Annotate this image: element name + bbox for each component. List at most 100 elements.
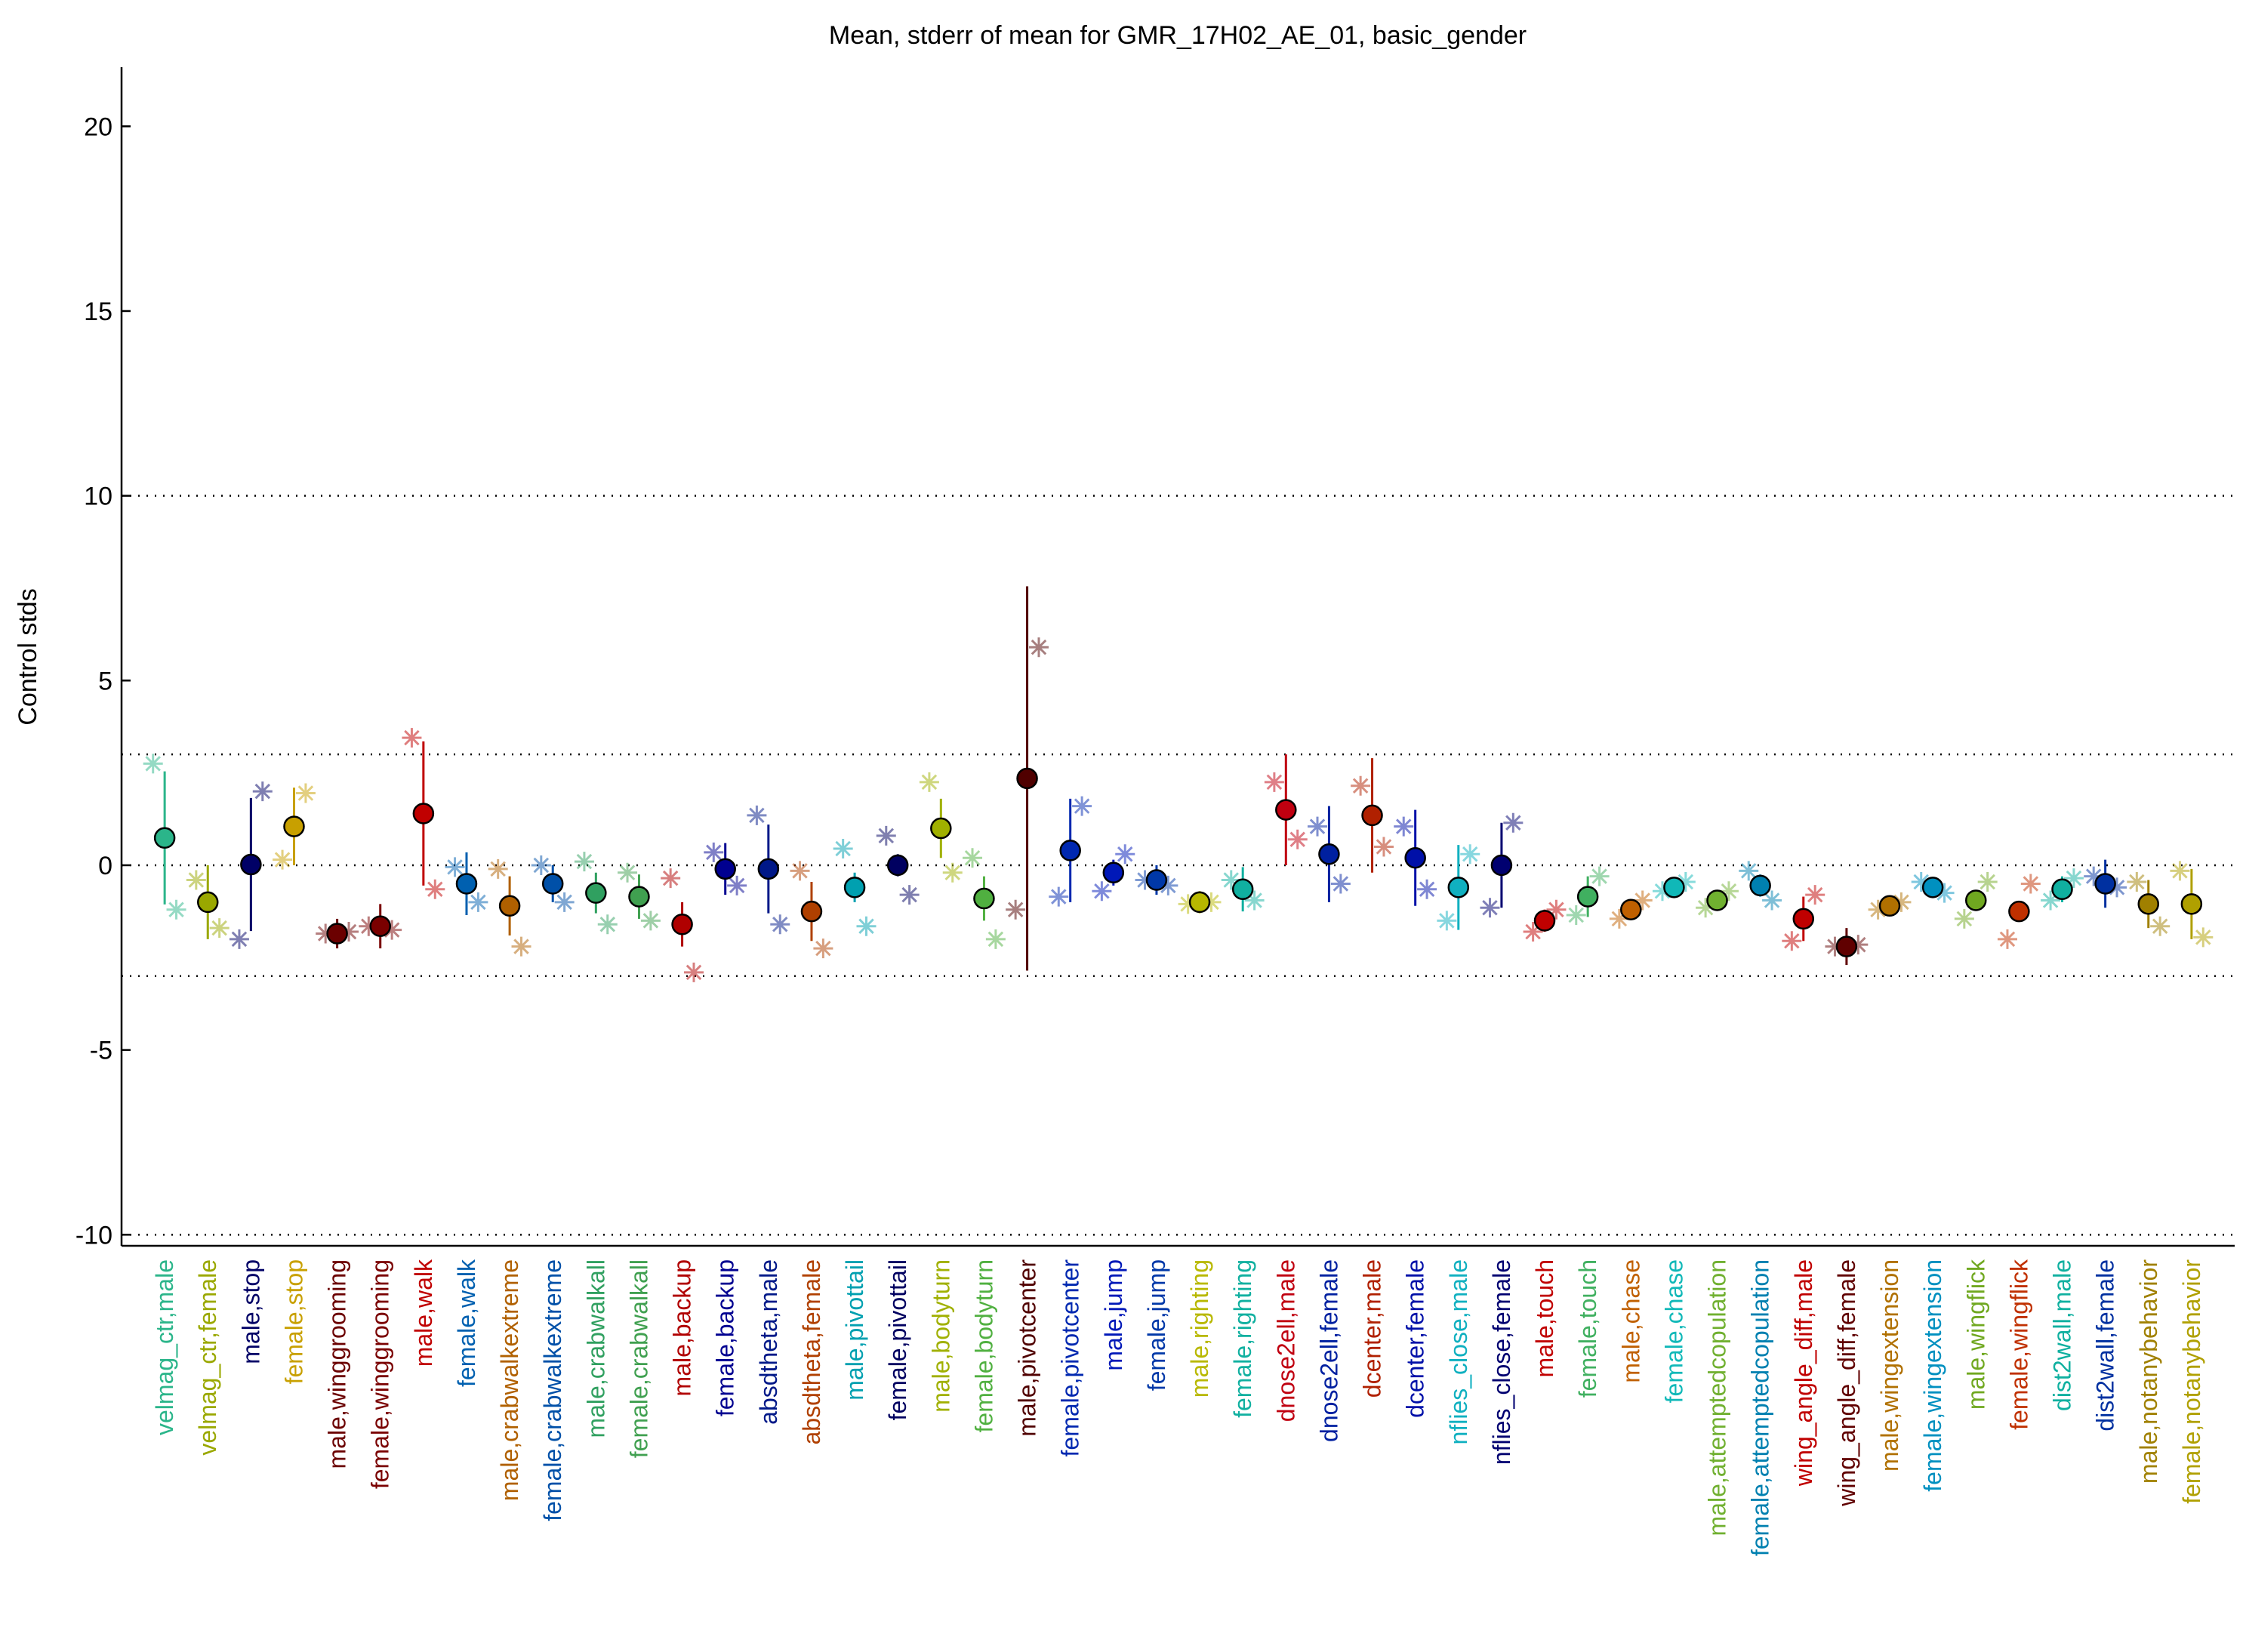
point-asterisk — [382, 920, 402, 940]
point-asterisk — [143, 754, 163, 774]
point-asterisk — [2063, 868, 2084, 889]
point-asterisk — [963, 848, 983, 868]
mean-marker — [2008, 900, 2030, 923]
mean-marker — [1533, 910, 1556, 932]
x-tick-label: female,winggrooming — [367, 1259, 394, 1489]
point-asterisk — [1503, 812, 1524, 833]
x-tick-label: female,crabwalkextreme — [539, 1259, 566, 1521]
point-asterisk — [2020, 874, 2041, 894]
mean-marker — [930, 817, 952, 840]
mean-marker — [1145, 869, 1168, 891]
point-asterisk — [339, 922, 359, 942]
point-asterisk — [1028, 637, 1049, 658]
point-asterisk — [2084, 866, 2104, 886]
mean-marker — [2137, 893, 2160, 915]
point-asterisk — [1762, 890, 1782, 911]
point-asterisk — [1417, 879, 1437, 899]
point-asterisk — [1977, 872, 1998, 892]
y-tick-label: 10 — [84, 482, 112, 511]
x-tick-label: dnose2ell,male — [1272, 1259, 1299, 1422]
mean-marker — [1792, 908, 1815, 930]
x-tick-label: female,wingextension — [1919, 1259, 1946, 1492]
point-asterisk — [229, 929, 249, 949]
point-asterisk — [1805, 885, 1825, 905]
x-tick-label: dcenter,male — [1359, 1259, 1386, 1398]
point-asterisk — [1718, 881, 1739, 902]
mean-marker — [1447, 877, 1470, 898]
point-asterisk — [704, 842, 724, 862]
mean-marker — [1921, 877, 1944, 898]
point-asterisk — [1287, 829, 1308, 849]
x-tick-label: male,crabwalkextreme — [496, 1259, 523, 1501]
x-tick-label: male,wingflick — [1962, 1259, 1989, 1410]
point-asterisk — [1696, 898, 1716, 918]
x-tick-label: female,wingflick — [2005, 1259, 2032, 1430]
point-asterisk — [1782, 931, 1802, 951]
x-tick-label: dist2wall,female — [2092, 1259, 2119, 1432]
point-asterisk — [531, 855, 551, 875]
x-tick-label: male,crabwalkall — [582, 1259, 609, 1438]
point-asterisk — [1221, 870, 1241, 890]
point-asterisk — [273, 849, 293, 870]
point-asterisk — [1092, 881, 1112, 902]
x-tick-label: female,attemptedcopulation — [1747, 1259, 1774, 1556]
mean-marker — [1490, 854, 1513, 877]
x-tick-label: female,jump — [1143, 1259, 1170, 1391]
point-asterisk — [1739, 861, 1759, 881]
point-asterisk — [1523, 922, 1543, 942]
y-tick-label: 20 — [84, 112, 112, 141]
mean-marker — [283, 815, 305, 837]
mean-marker — [628, 886, 650, 908]
x-tick-label: male,walk — [410, 1259, 437, 1367]
point-asterisk — [252, 781, 273, 802]
mean-marker — [1059, 840, 1081, 861]
mean-marker — [973, 887, 995, 910]
point-asterisk — [1394, 816, 1414, 837]
point-asterisk — [1330, 874, 1351, 894]
mean-marker — [1835, 935, 1858, 957]
x-tick-label: wing_angle_diff,female — [1833, 1259, 1860, 1507]
point-asterisk — [1675, 872, 1696, 892]
point-asterisk — [770, 914, 790, 935]
y-tick-label: 0 — [98, 852, 112, 880]
point-asterisk — [1997, 929, 2017, 949]
point-asterisk — [1954, 908, 1974, 929]
x-tick-label: male,attemptedcopulation — [1704, 1259, 1731, 1536]
mean-marker — [455, 873, 478, 895]
point-asterisk — [359, 916, 379, 936]
point-asterisk — [511, 936, 531, 957]
x-tick-label: dnose2ell,female — [1315, 1259, 1342, 1442]
mean-marker — [757, 858, 780, 880]
point-asterisk — [1264, 772, 1284, 792]
point-asterisk — [899, 885, 920, 905]
x-tick-label: dcenter,female — [1402, 1259, 1429, 1418]
mean-marker — [1620, 898, 1642, 920]
point-asterisk — [1437, 911, 1457, 931]
point-asterisk — [1158, 875, 1178, 895]
mean-marker — [671, 914, 693, 935]
x-tick-label: male,wingextension — [1876, 1259, 1903, 1472]
point-asterisk — [640, 911, 661, 931]
point-asterisk — [727, 875, 747, 895]
mean-marker — [2094, 873, 2116, 895]
point-asterisk — [597, 914, 618, 935]
x-tick-label: nflies_close,male — [1445, 1259, 1472, 1444]
mean-marker — [1749, 874, 1771, 897]
point-asterisk — [209, 918, 230, 938]
point-asterisk — [1178, 894, 1198, 914]
mean-marker — [1361, 804, 1383, 827]
y-tick-label: -10 — [75, 1221, 112, 1250]
x-tick-label: female,bodyturn — [970, 1259, 997, 1432]
x-tick-label: male,stop — [237, 1259, 264, 1364]
x-tick-label: nflies_close,female — [1488, 1259, 1515, 1465]
chart-title: Mean, stderr of mean for GMR_17H02_AE_01… — [829, 21, 1527, 50]
mean-marker — [412, 803, 435, 824]
point-asterisk — [618, 862, 638, 883]
x-tick-label: wing_angle_diff,male — [1790, 1259, 1817, 1487]
point-asterisk — [1911, 872, 1931, 892]
point-asterisk — [1566, 905, 1586, 926]
point-asterisk — [1891, 892, 1912, 912]
x-tick-label: velmag_ctr,male — [151, 1259, 178, 1435]
x-tick-label: female,walk — [453, 1259, 480, 1387]
point-asterisk — [813, 938, 833, 959]
